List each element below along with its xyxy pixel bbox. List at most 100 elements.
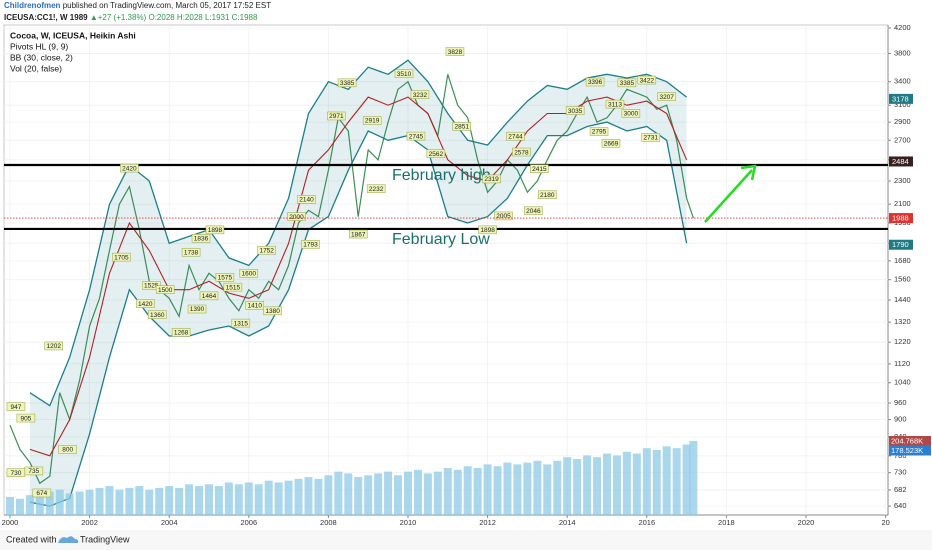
ohlc: O:2028 H:2028 L:1931 C:1988 [148, 13, 258, 22]
y-tick-label: 730 [894, 468, 907, 477]
pivot-box [617, 78, 637, 88]
x-tick-label: 2000 [2, 518, 19, 527]
volume-bar [65, 493, 74, 515]
pivot-text: 3828 [448, 49, 463, 56]
volume-tag-label: 204.768K [891, 436, 923, 445]
last: 1989 [70, 13, 88, 22]
pivot-text: 3510 [397, 71, 412, 78]
pivot-label: 3510 [394, 69, 414, 78]
pivot-box [506, 131, 525, 141]
pivot-label: 2319 [482, 174, 501, 184]
header-line-1: Childrenofmen published on TradingView.c… [4, 1, 271, 10]
pivot-box [641, 133, 661, 142]
pivot-text: 3113 [608, 101, 622, 108]
pivot-label: 1464 [199, 291, 219, 301]
pivot-text: 2420 [122, 165, 137, 172]
y-tick-label: 2900 [894, 117, 911, 126]
volume-bar [553, 460, 562, 515]
pivot-text: 1836 [194, 236, 209, 243]
pivot-text: 2669 [604, 140, 619, 147]
volume-bar [593, 457, 602, 515]
volume-bar [195, 486, 204, 515]
pivot-text: 1793 [303, 242, 318, 249]
volume-tag [889, 436, 931, 447]
volume-bar [95, 487, 104, 515]
pivot-box [223, 282, 243, 292]
footer-bar [0, 530, 932, 550]
pivot-text: 730 [11, 470, 22, 477]
footer-created: Created with [6, 534, 57, 544]
pivot-box [301, 240, 320, 249]
legend-entry: Pivots HL (9, 9) [10, 41, 68, 51]
pivot-text: 2744 [508, 133, 523, 140]
arrow-head [740, 164, 757, 181]
pivot-label: 1738 [181, 247, 201, 257]
pivot-label: 1360 [147, 310, 167, 319]
pivot-label: 2415 [530, 164, 549, 173]
pivot-text: 2140 [299, 197, 314, 204]
pivot-text: 3035 [568, 108, 583, 115]
pivot-text: 1515 [226, 284, 241, 291]
volume-bar [115, 489, 124, 515]
pivot-label: 2745 [406, 131, 426, 141]
pivot-label: 1315 [231, 318, 251, 328]
pivot-label: 2046 [524, 206, 543, 216]
volume-bar [513, 464, 522, 515]
pivot-text: 1360 [150, 312, 165, 319]
pivot-text: 3000 [624, 111, 639, 118]
legend-entry: Vol (20, false) [10, 63, 62, 73]
volume-bar [622, 451, 631, 515]
pivot-label: 1898 [478, 225, 497, 235]
pivot-text: 2319 [484, 176, 499, 183]
legend-entry: BB (30, close, 2) [10, 52, 73, 62]
pivot-label: 3422 [637, 75, 657, 85]
volume-bar [25, 495, 34, 515]
volume-bar [334, 471, 343, 515]
pivot-label: 1705 [112, 252, 131, 262]
volume-bar [165, 486, 174, 515]
pivot-text: 2851 [454, 124, 469, 131]
pivot-text: 1390 [190, 306, 205, 313]
x-tick-label: 2010 [400, 518, 417, 527]
price-tag-label: 1790 [892, 240, 909, 249]
volume-bar [533, 460, 542, 515]
published: published on TradingView.com, March 05, … [63, 1, 272, 10]
pivot-text: 947 [11, 404, 22, 411]
pivot-box [120, 163, 139, 173]
pivot-label: 1752 [257, 245, 276, 255]
pivot-box [297, 195, 316, 204]
volume-bar [354, 477, 363, 515]
pivot-label: 1380 [263, 306, 282, 316]
pivot-label: 1575 [215, 273, 235, 282]
pivot-label: 1836 [191, 234, 211, 243]
volume-bar [453, 469, 462, 515]
pivot-text: 3422 [640, 77, 655, 84]
x-tick-label: 2014 [559, 518, 576, 527]
pivot-box [478, 225, 497, 235]
pivot-label: 1898 [205, 225, 225, 235]
pivot-label: 1600 [239, 269, 259, 278]
x-tick-label: 2008 [320, 518, 337, 527]
y-tick-label: 3800 [894, 48, 911, 57]
volume-bar [125, 487, 134, 515]
pivot-box [445, 47, 465, 56]
volume-bar [672, 448, 681, 515]
y-tick-label: 2100 [894, 199, 911, 208]
volume-bar [583, 455, 592, 515]
pivot-text: 1738 [184, 249, 199, 256]
pivot-text: 2562 [429, 151, 444, 158]
volume-bar [234, 484, 243, 515]
volume-bar [632, 453, 641, 515]
volume-bar [55, 489, 64, 515]
pivot-text: 1898 [208, 227, 223, 234]
level-label: February high [392, 167, 491, 184]
volume-bar [304, 477, 313, 515]
pivot-label: 3207 [657, 92, 676, 101]
pivot-text: 1600 [242, 270, 257, 277]
price-tag [889, 239, 913, 250]
pivot-box [530, 164, 549, 173]
volume-bar [105, 486, 114, 515]
pivot-box [621, 109, 641, 118]
pivot-box [215, 273, 235, 282]
pivot-label: 2669 [601, 138, 621, 148]
